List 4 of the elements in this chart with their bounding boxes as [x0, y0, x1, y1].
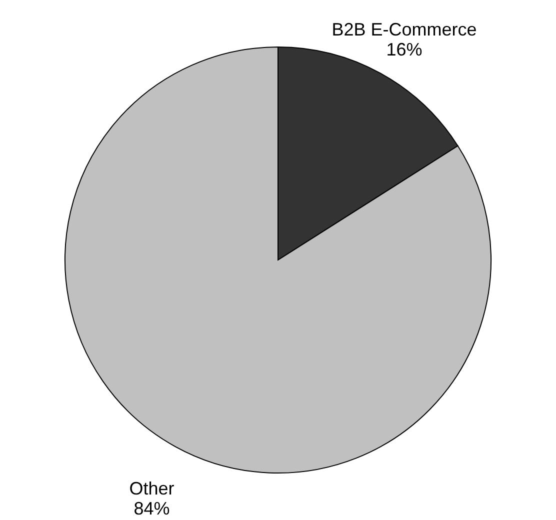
slice-label: B2B E-Commerce	[332, 19, 477, 40]
slice-label: Other	[129, 478, 174, 499]
data-label: 84%	[134, 498, 170, 519]
data-label: 16%	[386, 39, 422, 60]
